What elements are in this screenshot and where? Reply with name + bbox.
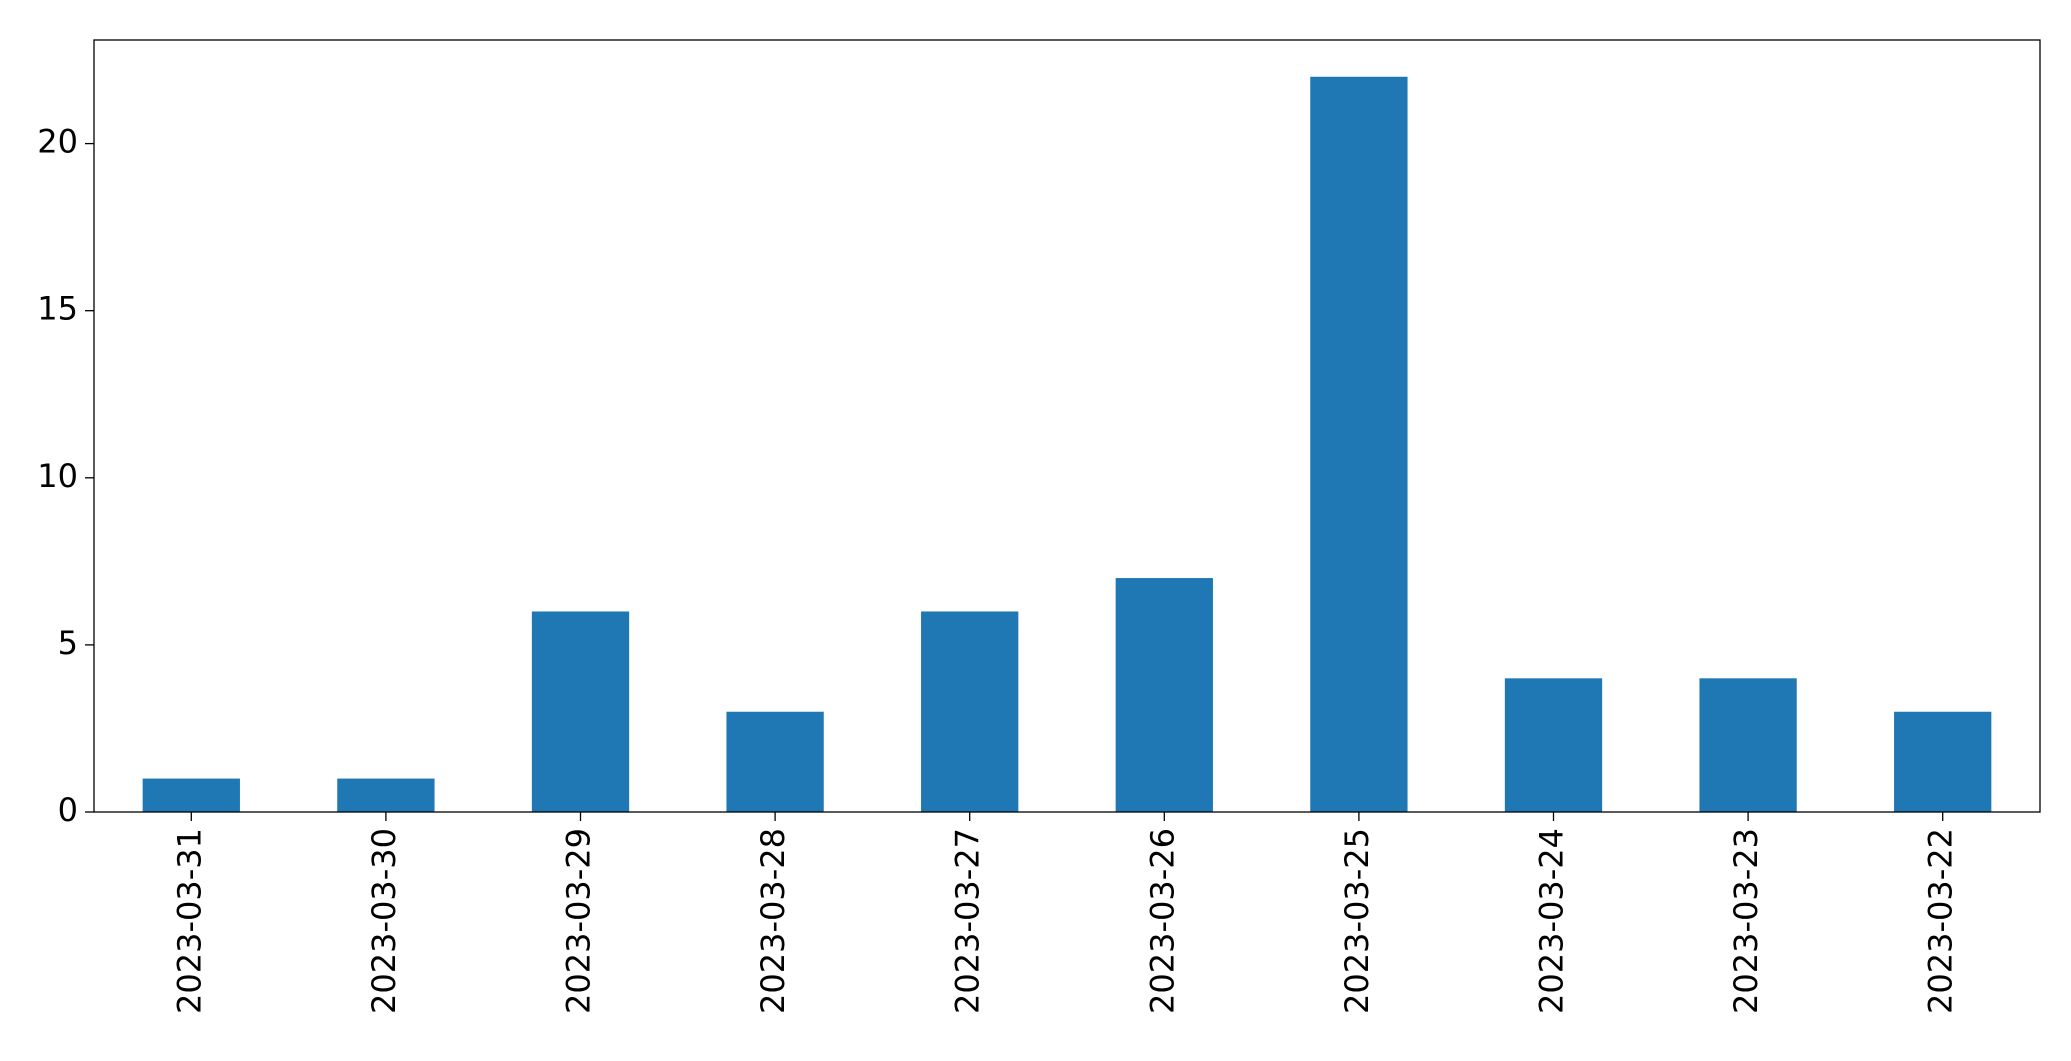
bar [726, 711, 824, 812]
bar [1504, 678, 1603, 812]
x-tick-label: 2023-03-22 [1922, 828, 1960, 1014]
x-tick-label: 2023-03-23 [1727, 828, 1765, 1014]
y-tick-label: 20 [37, 123, 78, 161]
bar [142, 778, 240, 812]
x-tick-label: 2023-03-27 [949, 828, 987, 1014]
x-tick-label: 2023-03-29 [560, 828, 598, 1014]
y-tick-label: 10 [37, 457, 78, 495]
x-tick-label: 2023-03-25 [1338, 828, 1376, 1014]
bar [337, 778, 435, 812]
x-tick-label: 2023-03-30 [365, 828, 403, 1014]
bar [921, 611, 1019, 812]
x-tick-label: 2023-03-24 [1533, 828, 1571, 1014]
x-tick-label: 2023-03-26 [1143, 828, 1181, 1014]
bar [1699, 678, 1797, 812]
bar [1310, 76, 1408, 812]
y-tick-label: 15 [37, 290, 78, 328]
y-tick-label: 5 [58, 624, 78, 662]
y-tick-label: 0 [58, 791, 78, 829]
plot-frame [93, 39, 2041, 813]
bar [1115, 578, 1213, 812]
x-tick-label: 2023-03-28 [754, 828, 792, 1014]
bar [531, 611, 630, 812]
x-tick-label: 2023-03-31 [170, 828, 208, 1014]
bar [1894, 711, 1992, 812]
